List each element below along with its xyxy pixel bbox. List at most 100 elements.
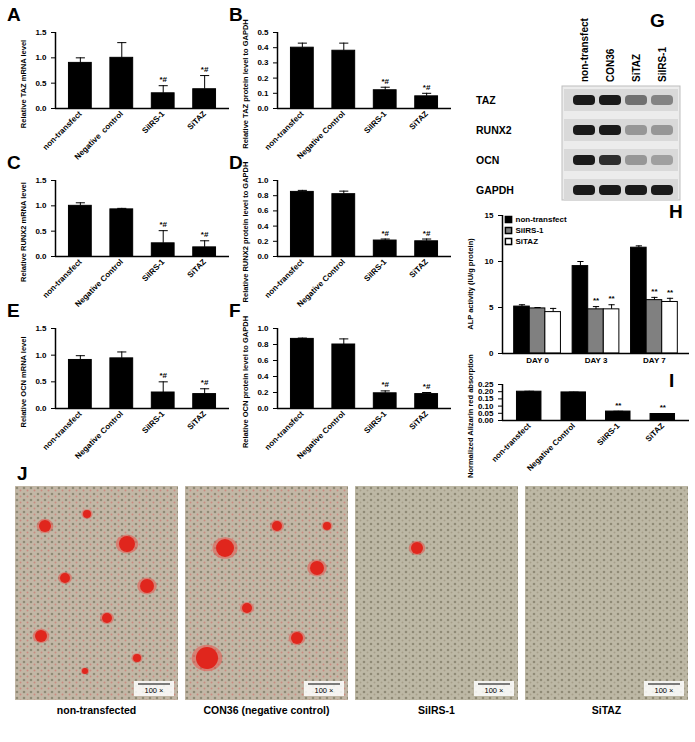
svg-text:0.5: 0.5 bbox=[257, 28, 269, 37]
svg-text:**: ** bbox=[615, 401, 622, 410]
svg-text:Negative control: Negative control bbox=[73, 109, 125, 161]
svg-text:1.5: 1.5 bbox=[35, 324, 47, 333]
svg-text:CON36: CON36 bbox=[605, 48, 616, 82]
svg-text:1.0: 1.0 bbox=[257, 176, 269, 185]
svg-text:non-transfect: non-transfect bbox=[263, 257, 306, 300]
svg-text:**: ** bbox=[608, 294, 615, 303]
svg-text:SiTAZ: SiTAZ bbox=[408, 109, 430, 131]
svg-text:0.0: 0.0 bbox=[257, 252, 269, 261]
svg-text:0.5: 0.5 bbox=[35, 377, 47, 386]
svg-text:**: ** bbox=[593, 296, 600, 305]
svg-text:*#: *# bbox=[201, 65, 209, 74]
svg-text:SiTAZ: SiTAZ bbox=[408, 257, 430, 279]
svg-text:Negative Control: Negative Control bbox=[73, 409, 125, 461]
svg-text:0.6: 0.6 bbox=[257, 206, 269, 215]
svg-text:non-transfect: non-transfect bbox=[263, 109, 306, 152]
svg-text:100 ×: 100 × bbox=[315, 686, 334, 695]
svg-text:100 ×: 100 × bbox=[655, 686, 674, 695]
svg-text:Negative Control: Negative Control bbox=[525, 421, 577, 473]
svg-text:*#: *# bbox=[159, 75, 167, 84]
svg-text:SiTAZ: SiTAZ bbox=[644, 421, 666, 443]
svg-text:1.0: 1.0 bbox=[257, 324, 269, 333]
svg-text:SiIRS-1: SiIRS-1 bbox=[362, 109, 389, 136]
svg-text:0.8: 0.8 bbox=[257, 340, 269, 349]
svg-text:1.5: 1.5 bbox=[35, 28, 47, 37]
svg-text:*#: *# bbox=[159, 220, 167, 229]
svg-text:0.1: 0.1 bbox=[257, 89, 269, 98]
svg-text:**: ** bbox=[660, 403, 667, 412]
svg-text:0.3: 0.3 bbox=[257, 58, 269, 67]
svg-text:0.0: 0.0 bbox=[257, 104, 269, 113]
svg-text:*#: *# bbox=[201, 378, 209, 387]
svg-text:SiIRS-1: SiIRS-1 bbox=[657, 47, 668, 82]
svg-text:100 ×: 100 × bbox=[485, 686, 504, 695]
svg-text:SiTAZ: SiTAZ bbox=[186, 409, 208, 431]
svg-text:non-transfect: non-transfect bbox=[41, 409, 84, 452]
svg-text:SiIRS-1: SiIRS-1 bbox=[140, 409, 167, 436]
svg-text:0.5: 0.5 bbox=[35, 227, 47, 236]
html-text:G: G bbox=[650, 10, 665, 31]
svg-text:*#: *# bbox=[381, 77, 389, 86]
svg-text:SiIRS-1: SiIRS-1 bbox=[362, 409, 389, 436]
svg-text:*#: *# bbox=[381, 380, 389, 389]
svg-text:non-transfect: non-transfect bbox=[579, 17, 590, 82]
svg-text:SiTAZ: SiTAZ bbox=[186, 257, 208, 279]
svg-text:0.0: 0.0 bbox=[35, 252, 47, 261]
svg-text:100 ×: 100 × bbox=[145, 686, 164, 695]
svg-text:SiIRS-1: SiIRS-1 bbox=[362, 257, 389, 284]
svg-text:*#: *# bbox=[159, 371, 167, 380]
svg-text:SiTAZ: SiTAZ bbox=[631, 54, 642, 82]
svg-text:0.4: 0.4 bbox=[257, 372, 269, 381]
svg-text:15: 15 bbox=[485, 211, 494, 220]
svg-text:0.0: 0.0 bbox=[35, 404, 47, 413]
svg-text:0: 0 bbox=[489, 349, 494, 358]
svg-text:Negative Control: Negative Control bbox=[295, 409, 347, 461]
svg-text:OCN: OCN bbox=[476, 154, 499, 166]
svg-text:10: 10 bbox=[485, 257, 494, 266]
svg-text:0.2: 0.2 bbox=[257, 74, 269, 83]
svg-text:0.2: 0.2 bbox=[257, 237, 269, 246]
svg-text:*#: *# bbox=[423, 229, 431, 238]
svg-text:SiIRS-1: SiIRS-1 bbox=[516, 226, 545, 235]
svg-text:SiTAZ: SiTAZ bbox=[408, 409, 430, 431]
svg-text:non-transfect: non-transfect bbox=[41, 257, 84, 300]
svg-text:RUNX2: RUNX2 bbox=[476, 124, 512, 136]
svg-text:0.2: 0.2 bbox=[257, 388, 269, 397]
svg-text:non-transfect: non-transfect bbox=[516, 215, 567, 224]
svg-text:0.4: 0.4 bbox=[257, 43, 269, 52]
svg-text:*#: *# bbox=[201, 230, 209, 239]
svg-text:0.5: 0.5 bbox=[35, 79, 47, 88]
svg-text:0.0: 0.0 bbox=[257, 404, 269, 413]
svg-text:1.5: 1.5 bbox=[35, 176, 47, 185]
svg-text:1.0: 1.0 bbox=[35, 201, 47, 210]
svg-text:TAZ: TAZ bbox=[476, 94, 496, 106]
svg-text:0.4: 0.4 bbox=[257, 222, 269, 231]
svg-text:DAY 3: DAY 3 bbox=[585, 356, 608, 365]
svg-text:1.0: 1.0 bbox=[35, 53, 47, 62]
svg-text:**: ** bbox=[667, 288, 674, 297]
svg-text:*#: *# bbox=[423, 83, 431, 92]
svg-text:GAPDH: GAPDH bbox=[476, 184, 514, 196]
svg-text:*#: *# bbox=[381, 229, 389, 238]
svg-text:0.8: 0.8 bbox=[257, 191, 269, 200]
svg-text:0.6: 0.6 bbox=[257, 356, 269, 365]
svg-text:0.0: 0.0 bbox=[35, 104, 47, 113]
svg-text:1.0: 1.0 bbox=[35, 351, 47, 360]
svg-text:5: 5 bbox=[489, 303, 494, 312]
svg-text:non-transfect: non-transfect bbox=[490, 421, 533, 464]
svg-text:Negative Control: Negative Control bbox=[295, 257, 347, 309]
svg-text:SiTAZ: SiTAZ bbox=[186, 109, 208, 131]
svg-text:Negative Control: Negative Control bbox=[73, 257, 125, 309]
svg-text:*#: *# bbox=[423, 382, 431, 391]
svg-text:non-transfect: non-transfect bbox=[263, 409, 306, 452]
svg-text:**: ** bbox=[651, 287, 658, 296]
svg-text:DAY 0: DAY 0 bbox=[526, 356, 549, 365]
svg-text:non-transfect: non-transfect bbox=[41, 109, 84, 152]
svg-text:SiIRS-1: SiIRS-1 bbox=[140, 257, 167, 284]
svg-text:0.25: 0.25 bbox=[478, 380, 494, 389]
svg-text:SiIRS-1: SiIRS-1 bbox=[140, 109, 167, 136]
svg-text:Negative Control: Negative Control bbox=[295, 109, 347, 161]
svg-text:DAY 7: DAY 7 bbox=[643, 356, 666, 365]
svg-text:SiIRS-1: SiIRS-1 bbox=[595, 421, 622, 448]
svg-text:SiTAZ: SiTAZ bbox=[516, 237, 539, 246]
